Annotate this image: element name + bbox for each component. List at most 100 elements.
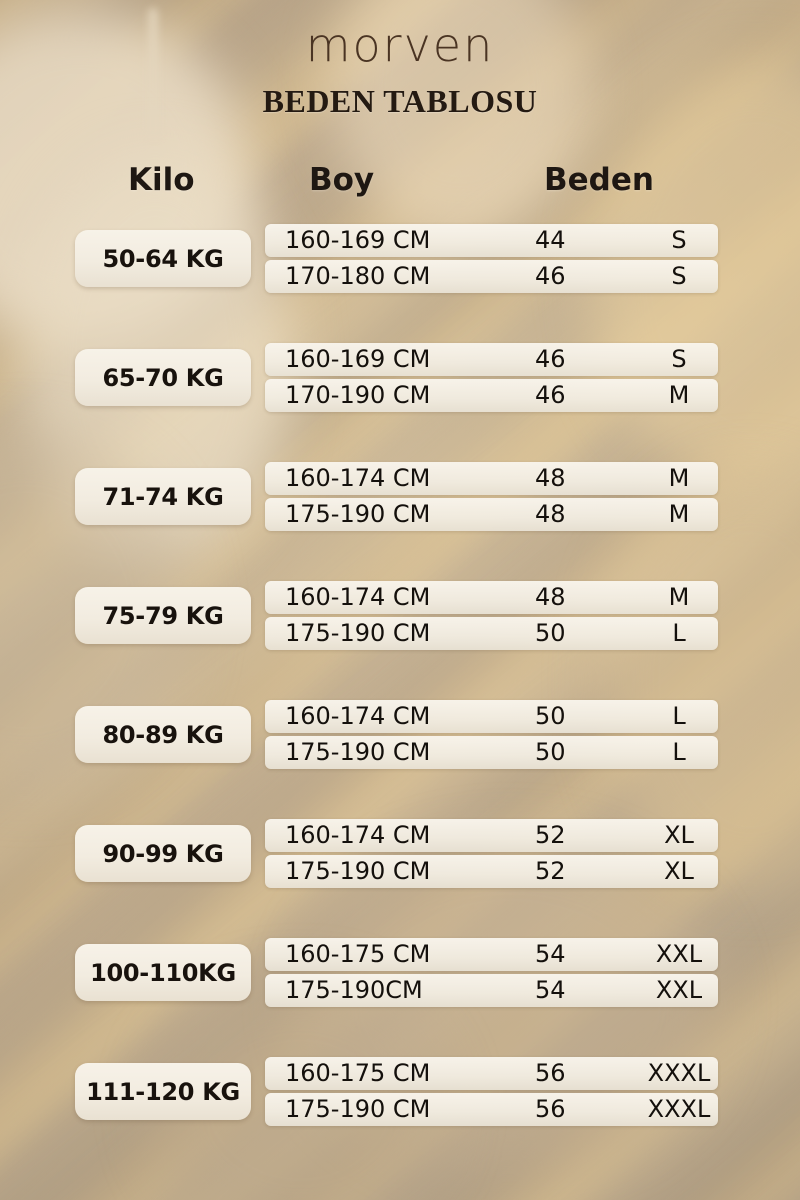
- cell-size-letter: XXXL: [647, 1095, 711, 1123]
- table-row: 175-190 CM 50 L: [265, 736, 718, 769]
- cell-height-range: 160-174 CM: [285, 464, 431, 492]
- cell-size-number: 46: [535, 345, 566, 373]
- cell-size-letter: S: [671, 262, 687, 290]
- cell-height-range: 170-190 CM: [285, 381, 431, 409]
- cell-size-number: 48: [535, 583, 566, 611]
- weight-range-label: 80-89 KG: [102, 720, 224, 749]
- cell-size-number: 46: [535, 262, 566, 290]
- size-table: 50-64 KG 160-169 CM 44 S 170-180 CM 46 S 65-70 …: [0, 222, 800, 1174]
- page-title: BEDEN TABLOSU: [262, 83, 538, 119]
- cell-size-number: 48: [535, 464, 566, 492]
- cell-height-range: 175-190 CM: [285, 500, 431, 528]
- table-row: 160-175 CM 54 XXL: [265, 938, 718, 971]
- cell-height-range: 175-190CM: [285, 976, 423, 1004]
- table-row: 175-190CM 54 XXL: [265, 974, 718, 1007]
- measurement-rows: 160-175 CM 54 XXL 175-190CM 54 XXL: [265, 938, 718, 1007]
- weight-range-label: 75-79 KG: [102, 601, 224, 630]
- measurement-rows: 160-175 CM 56 XXXL 175-190 CM 56 XXXL: [265, 1057, 718, 1126]
- cell-height-range: 160-169 CM: [285, 226, 431, 254]
- column-header-row: Kilo Boy Beden: [0, 165, 800, 205]
- cell-size-number: 56: [535, 1095, 566, 1123]
- size-group: 90-99 KG 160-174 CM 52 XL 175-190 CM 52 XL: [0, 817, 800, 936]
- cell-size-letter: S: [671, 226, 687, 254]
- measurement-rows: 160-169 CM 44 S 170-180 CM 46 S: [265, 224, 718, 293]
- cell-size-letter: L: [672, 702, 686, 730]
- size-group: 100-110KG 160-175 CM 54 XXL 175-190CM 54 XXL: [0, 936, 800, 1055]
- hanger-hook-shape: [148, 8, 158, 138]
- weight-range-pill: 80-89 KG: [75, 706, 251, 763]
- cell-size-letter: XXL: [655, 976, 703, 1004]
- cell-size-letter: M: [668, 500, 690, 528]
- weight-range-pill: 90-99 KG: [75, 825, 251, 882]
- cell-height-range: 160-175 CM: [285, 940, 431, 968]
- cell-height-range: 170-180 CM: [285, 262, 431, 290]
- weight-range-label: 111-120 KG: [86, 1077, 240, 1106]
- weight-range-pill: 71-74 KG: [75, 468, 251, 525]
- cell-size-number: 48: [535, 500, 566, 528]
- cell-size-number: 56: [535, 1059, 566, 1087]
- table-row: 160-174 CM 50 L: [265, 700, 718, 733]
- table-row: 160-174 CM 52 XL: [265, 819, 718, 852]
- cell-size-letter: M: [668, 381, 690, 409]
- cell-size-letter: L: [672, 619, 686, 647]
- cell-size-letter: XXL: [655, 940, 703, 968]
- cell-size-number: 50: [535, 738, 566, 766]
- weight-range-label: 50-64 KG: [102, 244, 224, 273]
- column-header-height: Boy: [309, 162, 375, 198]
- size-group: 65-70 KG 160-169 CM 46 S 170-190 CM 46 M: [0, 341, 800, 460]
- weight-range-pill: 65-70 KG: [75, 349, 251, 406]
- cell-size-letter: M: [668, 464, 690, 492]
- weight-range-pill: 75-79 KG: [75, 587, 251, 644]
- table-row: 170-180 CM 46 S: [265, 260, 718, 293]
- measurement-rows: 160-174 CM 50 L 175-190 CM 50 L: [265, 700, 718, 769]
- cell-height-range: 175-190 CM: [285, 1095, 431, 1123]
- measurement-rows: 160-174 CM 52 XL 175-190 CM 52 XL: [265, 819, 718, 888]
- table-row: 175-190 CM 50 L: [265, 617, 718, 650]
- measurement-rows: 160-174 CM 48 M 175-190 CM 50 L: [265, 581, 718, 650]
- table-row: 160-175 CM 56 XXXL: [265, 1057, 718, 1090]
- table-row: 160-169 CM 46 S: [265, 343, 718, 376]
- cell-size-letter: XL: [664, 821, 694, 849]
- cell-size-letter: L: [672, 738, 686, 766]
- cell-height-range: 160-169 CM: [285, 345, 431, 373]
- table-row: 175-190 CM 52 XL: [265, 855, 718, 888]
- brand-logo: morven: [305, 18, 495, 72]
- measurement-rows: 160-169 CM 46 S 170-190 CM 46 M: [265, 343, 718, 412]
- cell-size-number: 54: [535, 976, 566, 1004]
- weight-range-label: 65-70 KG: [102, 363, 224, 392]
- cell-size-number: 46: [535, 381, 566, 409]
- cell-height-range: 175-190 CM: [285, 857, 431, 885]
- weight-range-pill: 50-64 KG: [75, 230, 251, 287]
- size-group: 75-79 KG 160-174 CM 48 M 175-190 CM 50 L: [0, 579, 800, 698]
- table-row: 160-174 CM 48 M: [265, 462, 718, 495]
- size-group: 111-120 KG 160-175 CM 56 XXXL 175-190 CM 56 XX…: [0, 1055, 800, 1174]
- cell-size-letter: S: [671, 345, 687, 373]
- weight-range-pill: 111-120 KG: [75, 1063, 251, 1120]
- cell-size-number: 44: [535, 226, 566, 254]
- table-row: 175-190 CM 48 M: [265, 498, 718, 531]
- measurement-rows: 160-174 CM 48 M 175-190 CM 48 M: [265, 462, 718, 531]
- cell-size-letter: M: [668, 583, 690, 611]
- cell-size-number: 54: [535, 940, 566, 968]
- cell-size-number: 50: [535, 619, 566, 647]
- size-group: 50-64 KG 160-169 CM 44 S 170-180 CM 46 S: [0, 222, 800, 341]
- table-row: 160-174 CM 48 M: [265, 581, 718, 614]
- weight-range-label: 71-74 KG: [102, 482, 224, 511]
- cell-height-range: 175-190 CM: [285, 738, 431, 766]
- cell-size-number: 50: [535, 702, 566, 730]
- cell-size-letter: XL: [664, 857, 694, 885]
- cell-height-range: 160-174 CM: [285, 702, 431, 730]
- table-row: 170-190 CM 46 M: [265, 379, 718, 412]
- table-row: 160-169 CM 44 S: [265, 224, 718, 257]
- column-header-size: Beden: [544, 162, 654, 198]
- cell-height-range: 160-174 CM: [285, 821, 431, 849]
- table-row: 175-190 CM 56 XXXL: [265, 1093, 718, 1126]
- weight-range-pill: 100-110KG: [75, 944, 251, 1001]
- cell-size-number: 52: [535, 821, 566, 849]
- cell-height-range: 160-174 CM: [285, 583, 431, 611]
- size-group: 71-74 KG 160-174 CM 48 M 175-190 CM 48 M: [0, 460, 800, 579]
- cell-height-range: 160-175 CM: [285, 1059, 431, 1087]
- column-header-weight: Kilo: [128, 162, 195, 198]
- cell-height-range: 175-190 CM: [285, 619, 431, 647]
